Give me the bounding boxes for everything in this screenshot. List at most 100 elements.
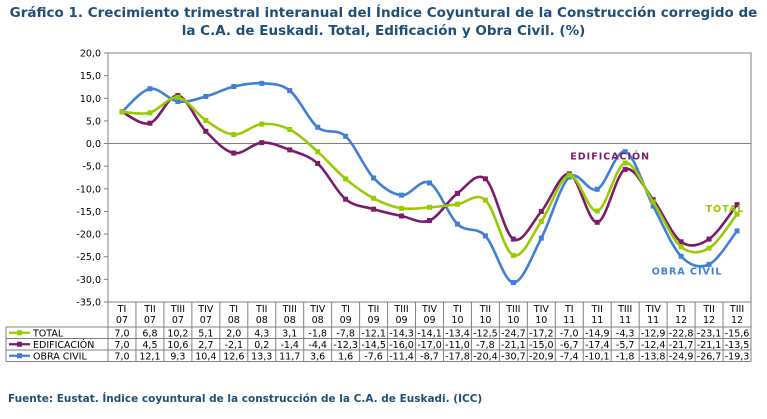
data-point: [343, 196, 349, 202]
table-cell-value: -26,7: [697, 351, 722, 362]
table-cell-value: -20,4: [473, 351, 498, 362]
x-tick-quarter: TIII: [617, 304, 632, 315]
data-point: [427, 180, 432, 186]
x-tick-year: 08: [256, 315, 268, 326]
table-cell-value: -2,1: [225, 340, 244, 351]
x-tick-year: 11: [647, 315, 659, 326]
x-tick-quarter: TII: [591, 304, 603, 315]
data-point: [678, 244, 684, 250]
x-tick-quarter: TIII: [393, 304, 408, 315]
data-point: [203, 117, 209, 123]
y-tick-label: -30,0: [76, 275, 101, 286]
table-cell-value: -12,3: [333, 340, 358, 351]
x-tick-year: 11: [619, 315, 631, 326]
table-cell-value: 2,7: [198, 340, 213, 351]
table-cell-value: 4,5: [142, 340, 157, 351]
data-point: [454, 190, 460, 196]
table-cell-value: -19,3: [725, 351, 750, 362]
table-cell-value: -15,6: [725, 328, 750, 339]
table-cell-value: 5,1: [198, 328, 213, 339]
data-point: [147, 120, 153, 126]
x-tick-year: 12: [703, 315, 715, 326]
table-cell-value: -10,1: [585, 351, 610, 362]
data-point: [427, 204, 432, 210]
x-tick-year: 10: [451, 315, 463, 326]
data-point: [622, 166, 628, 172]
data-point: [259, 121, 265, 127]
data-point: [482, 197, 488, 203]
data-point: [343, 176, 349, 182]
x-tick-quarter: TIII: [282, 304, 297, 315]
y-tick-label: 15,0: [80, 71, 101, 82]
legend-key-marker: [17, 353, 22, 359]
x-tick-year: 11: [591, 315, 603, 326]
table-cell-value: -20,9: [529, 351, 554, 362]
x-tick-quarter: TI: [228, 304, 238, 315]
x-tick-quarter: TII: [479, 304, 491, 315]
table-cell-value: -14,1: [417, 328, 442, 339]
table-cell-value: -1,4: [280, 340, 299, 351]
table-cell-value: 7,0: [114, 328, 129, 339]
table-cell-value: -22,8: [669, 328, 694, 339]
table-cell-value: -5,7: [616, 340, 635, 351]
table-cell-value: -14,3: [389, 328, 414, 339]
x-tick-quarter: TI: [564, 304, 574, 315]
table-cell-value: -12,1: [361, 328, 386, 339]
x-tick-year: 09: [340, 315, 352, 326]
data-point: [594, 219, 600, 225]
data-point: [538, 208, 544, 214]
table-cell-value: -17,4: [585, 340, 610, 351]
data-point: [482, 233, 488, 239]
data-point: [510, 236, 516, 242]
table-cell-value: 13,3: [251, 351, 272, 362]
axis-layer: 20,0 15,0 10,0 5,0 0,0 -5,0 -10,0 -15,0 -20,0 -25…: [76, 49, 752, 309]
data-point: [231, 150, 237, 156]
data-point: [371, 175, 377, 181]
table-cell-value: -17,0: [417, 340, 442, 351]
table-cell-value: -4,4: [308, 340, 327, 351]
series-total: [119, 94, 740, 258]
table-cell-value: -15,0: [529, 340, 554, 351]
data-point: [706, 236, 712, 242]
table-cell-value: -12,4: [641, 340, 666, 351]
data-point: [371, 195, 377, 201]
data-point: [594, 208, 600, 214]
table-cell-value: -7,0: [560, 328, 579, 339]
table-cell-value: -13,8: [641, 351, 666, 362]
series-edificaci-n: [119, 93, 740, 247]
table-cell-value: 1,6: [338, 351, 353, 362]
source-note: Fuente: Eustat. Índice coyuntural de la …: [8, 393, 483, 405]
data-point: [203, 128, 209, 134]
series-annotation: EDIFICACIÓN: [570, 150, 650, 162]
series-annotation: OBRA CIVIL: [652, 266, 723, 277]
table-cell-value: -11,0: [445, 340, 470, 351]
legend-key-marker: [17, 341, 22, 347]
data-point: [650, 199, 656, 205]
data-point: [119, 109, 125, 115]
table-cell-value: 4,3: [254, 328, 269, 339]
data-point: [343, 133, 349, 139]
data-point: [399, 213, 405, 219]
table-cell-value: -13,4: [445, 328, 470, 339]
table-cell-value: -12,9: [641, 328, 666, 339]
data-point: [287, 88, 293, 94]
data-point: [454, 221, 460, 227]
x-tick-year: 07: [116, 315, 128, 326]
data-point: [175, 94, 181, 100]
table-cell-value: 9,3: [170, 351, 185, 362]
series-line: [121, 96, 739, 257]
table-cell-value: -7,8: [476, 340, 495, 351]
x-tick-quarter: TIV: [421, 304, 438, 315]
table-cell-value: -1,8: [308, 328, 327, 339]
data-point: [650, 203, 656, 209]
data-point: [622, 149, 628, 155]
table-cell-value: -16,0: [389, 340, 414, 351]
data-point: [594, 186, 600, 192]
table-cell-value: 12,1: [139, 351, 160, 362]
legend-label: TOTAL: [32, 328, 64, 339]
x-tick-quarter: TII: [255, 304, 267, 315]
data-point: [734, 211, 740, 217]
data-point: [399, 205, 405, 211]
x-tick-quarter: TII: [367, 304, 379, 315]
